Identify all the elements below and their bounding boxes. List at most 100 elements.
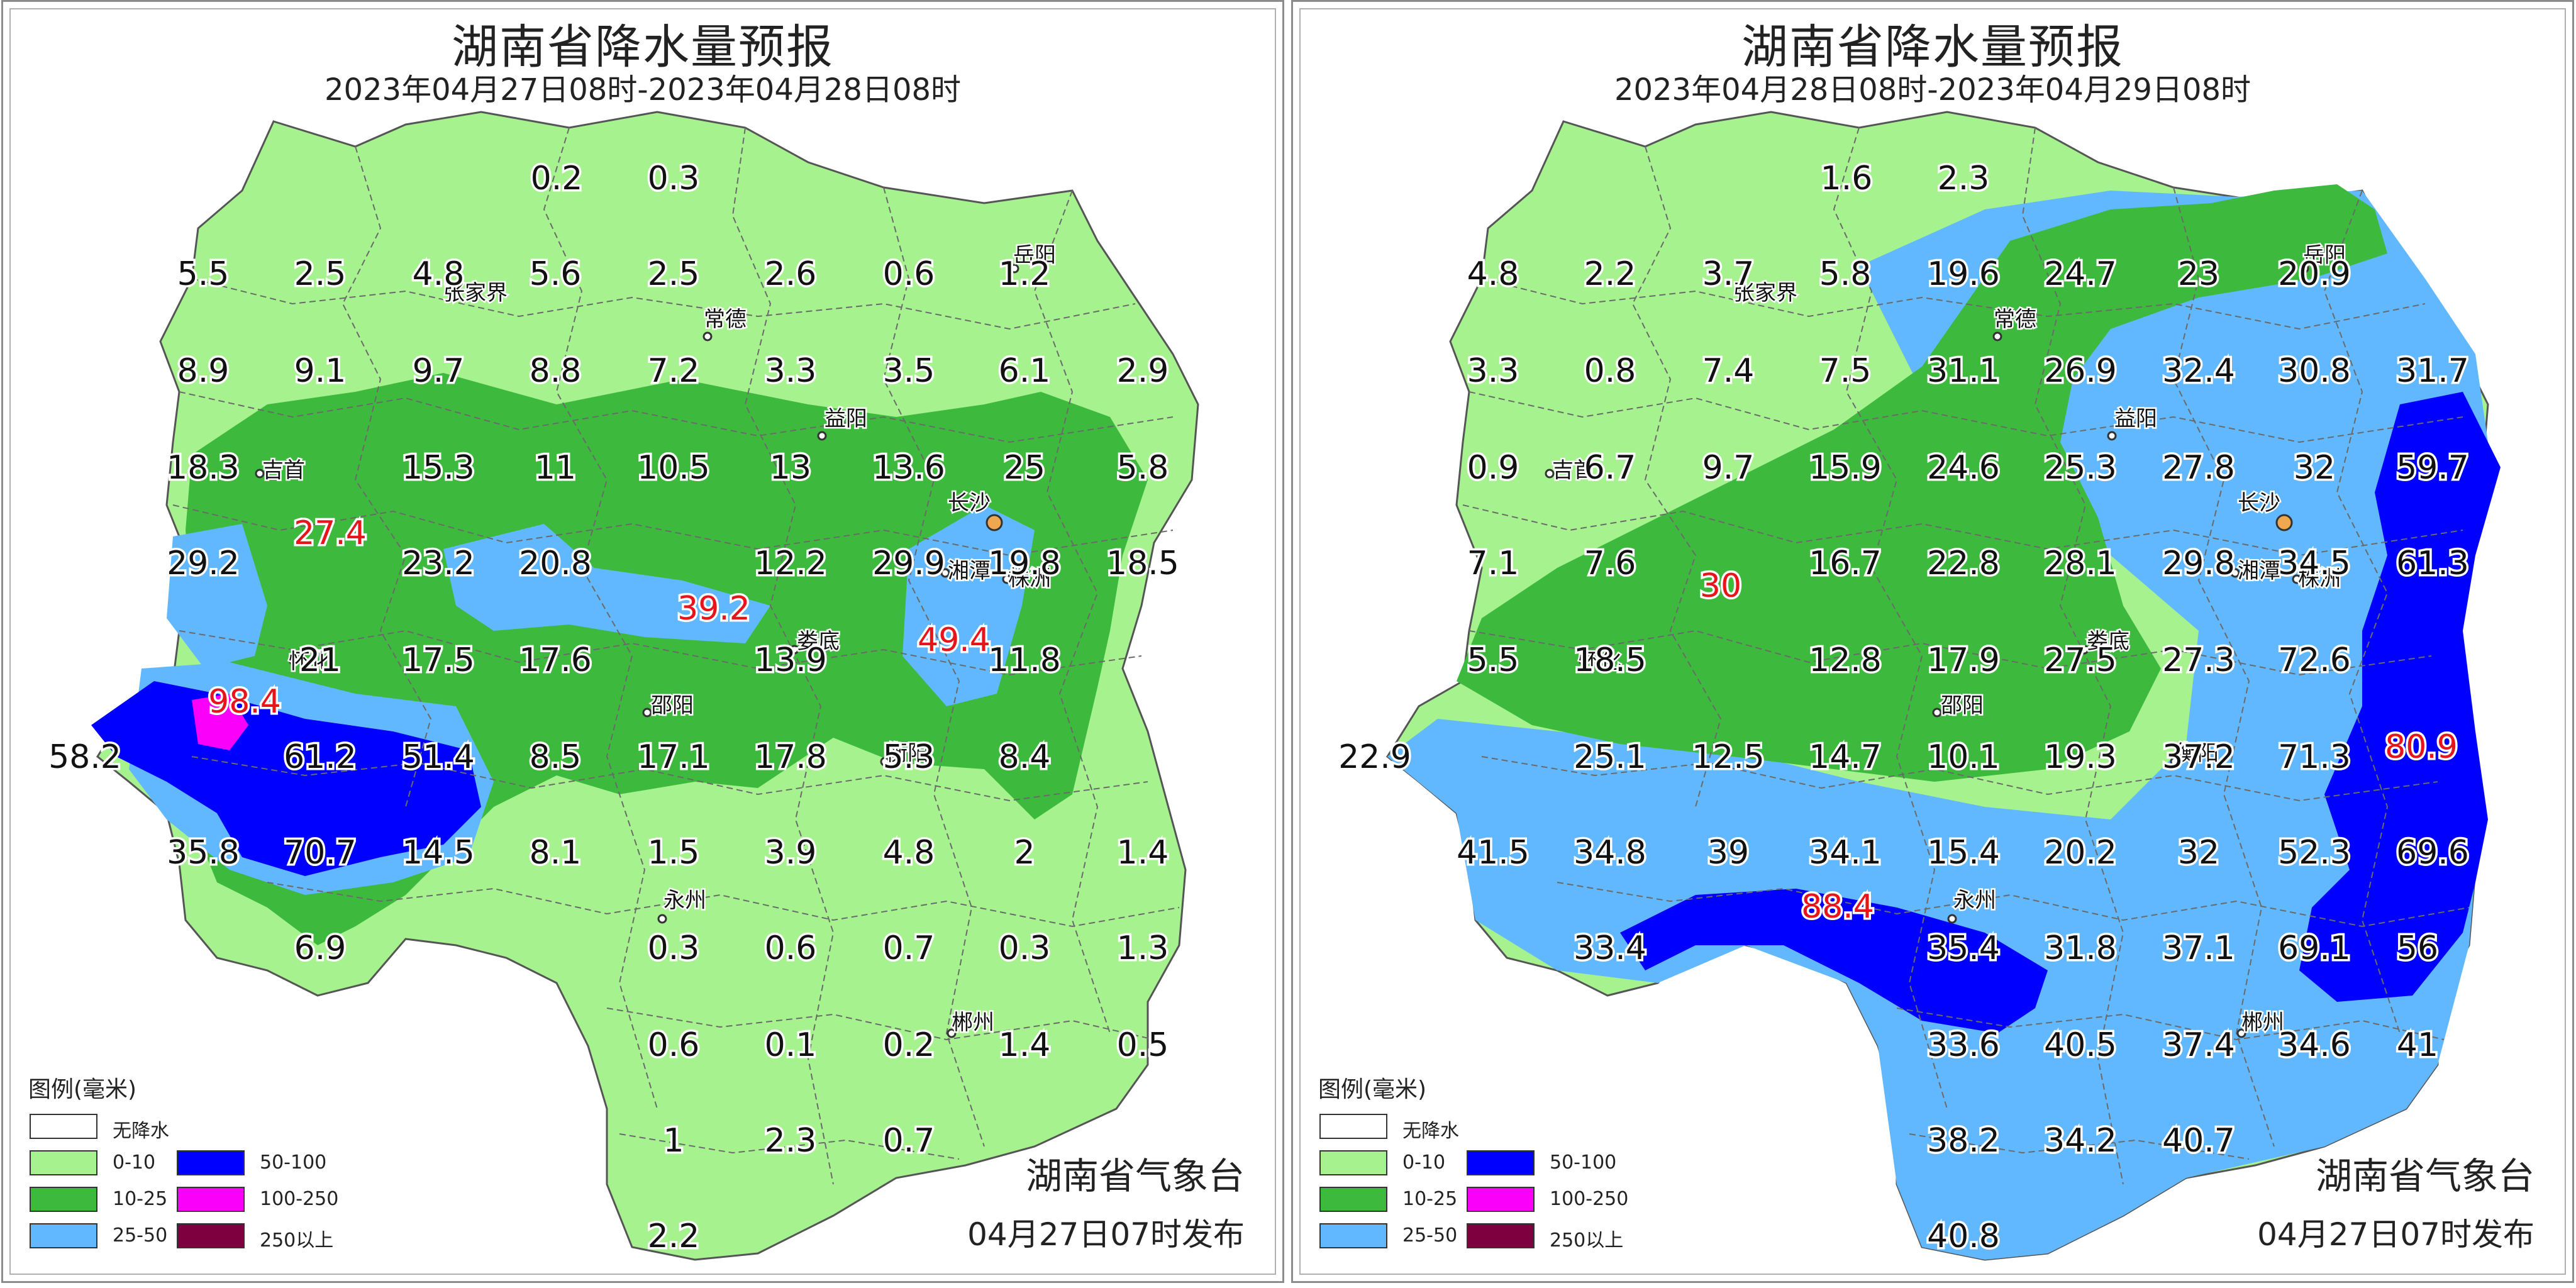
value-label: 5.5 bbox=[177, 255, 230, 293]
value-label: 72.6 bbox=[2278, 641, 2351, 679]
city-marker bbox=[2107, 431, 2117, 441]
value-label: 6.9 bbox=[294, 930, 347, 967]
value-label: 7.6 bbox=[1584, 545, 1636, 582]
legend-label: 10-25 bbox=[113, 1188, 168, 1210]
legend-swatch bbox=[30, 1114, 97, 1139]
value-label: 2.5 bbox=[294, 255, 347, 293]
value-label: 0.7 bbox=[883, 1122, 935, 1160]
value-label: 9.1 bbox=[294, 352, 347, 390]
value-label: 4.8 bbox=[1467, 255, 1519, 293]
city-label: 常德 bbox=[1994, 307, 2036, 332]
value-label: 22.8 bbox=[1927, 545, 2000, 582]
value-label: 13 bbox=[770, 449, 811, 487]
city-label: 衡阳 bbox=[2176, 741, 2219, 766]
city-label: 娄底 bbox=[2087, 629, 2129, 654]
city-label: 益阳 bbox=[2114, 406, 2157, 431]
city-label: 郴州 bbox=[2241, 1010, 2284, 1035]
value-label: 40.8 bbox=[1927, 1218, 2000, 1255]
value-label: 5.5 bbox=[1467, 641, 1519, 679]
value-label: 5.8 bbox=[1819, 255, 1872, 293]
value-label: 2 bbox=[1014, 834, 1035, 872]
city-marker bbox=[642, 708, 652, 718]
value-label: 12.2 bbox=[754, 545, 827, 582]
value-label: 0.3 bbox=[648, 930, 700, 967]
legend-label: 0-10 bbox=[113, 1152, 156, 1174]
value-label: 0.6 bbox=[883, 255, 935, 293]
city-marker bbox=[1947, 914, 1957, 924]
value-label: 4.8 bbox=[413, 255, 465, 293]
city-label: 衡阳 bbox=[886, 741, 929, 766]
value-label: 0.5 bbox=[1117, 1026, 1169, 1064]
city-label: 吉首 bbox=[1552, 458, 1595, 483]
city-marker bbox=[657, 914, 667, 924]
city-label: 长沙 bbox=[948, 491, 991, 516]
value-label: 0.8 bbox=[1584, 352, 1636, 390]
value-label: 25.3 bbox=[2044, 449, 2117, 487]
legend-label: 250以上 bbox=[1550, 1230, 1624, 1252]
legend-swatch bbox=[30, 1223, 97, 1248]
value-label: 9.7 bbox=[413, 352, 465, 390]
issue-time: 04月27日07时发布 bbox=[967, 1216, 1245, 1253]
value-label: 1.3 bbox=[1117, 930, 1169, 967]
value-label: 14.5 bbox=[402, 834, 475, 872]
city-label: 郴州 bbox=[952, 1010, 994, 1035]
value-label: 32 bbox=[2294, 449, 2335, 487]
value-label: 2.5 bbox=[648, 255, 700, 293]
value-label: 24.7 bbox=[2044, 255, 2117, 293]
value-label: 0.1 bbox=[765, 1026, 817, 1064]
legend-swatch bbox=[177, 1150, 245, 1175]
value-label: 59.7 bbox=[2396, 449, 2469, 487]
value-label: 0.9 bbox=[1467, 449, 1519, 487]
value-label: 5.6 bbox=[530, 255, 582, 293]
legend-label: 无降水 bbox=[113, 1120, 169, 1142]
value-label: 18.3 bbox=[167, 449, 240, 487]
value-label: 38.2 bbox=[1927, 1122, 2000, 1160]
county-boundaries bbox=[172, 127, 1180, 1185]
rain-band-25-50 bbox=[443, 524, 770, 643]
city-label: 湘潭 bbox=[2238, 558, 2280, 584]
legend: 图例(毫米) 无降水 0-10 10-25 25-50 50-100 100-2… bbox=[1318, 1071, 1696, 1260]
city-marker bbox=[2236, 1028, 2246, 1038]
value-label: 41.5 bbox=[1457, 834, 1530, 872]
value-label: 24.6 bbox=[1927, 449, 2000, 487]
city-label: 张家界 bbox=[443, 280, 508, 306]
city-label: 怀化 bbox=[1579, 649, 1621, 674]
city-marker bbox=[2079, 645, 2089, 655]
value-label: 37.1 bbox=[2162, 930, 2235, 967]
value-label: 69.1 bbox=[2278, 930, 2351, 967]
value-label: 23 bbox=[2178, 255, 2219, 293]
value-label: 0.3 bbox=[648, 160, 700, 197]
precipitation-map: 张家界 常德 益阳 岳阳 吉首 长沙 湘潭 株洲 怀化 娄底 邵阳 衡阳 永州 bbox=[1336, 111, 2501, 1261]
value-label: 20.8 bbox=[519, 545, 592, 582]
city-label: 常德 bbox=[704, 307, 747, 332]
value-label: 8.1 bbox=[530, 834, 582, 872]
map-period: 2023年04月28日08时-2023年04月29日08时 bbox=[1614, 72, 2251, 108]
value-label: 27.8 bbox=[2162, 449, 2235, 487]
issuer-name: 湖南省气象台 bbox=[1025, 1155, 1245, 1197]
city-label: 岳阳 bbox=[1013, 243, 1056, 268]
legend-label: 无降水 bbox=[1402, 1120, 1459, 1142]
city-marker bbox=[702, 331, 713, 341]
value-label: 2.3 bbox=[765, 1122, 817, 1160]
precipitation-values: 1.6 2.3 4.8 2.2 3.7 5.8 19.6 24.7 23 20.… bbox=[1336, 158, 2472, 1258]
city-labels: 张家界 常德 益阳 岳阳 吉首 长沙 湘潭 株洲 怀化 娄底 邵阳 衡阳 永州 bbox=[1545, 242, 2348, 1038]
value-label: 3.9 bbox=[765, 834, 817, 872]
value-label: 21 bbox=[299, 641, 341, 679]
city-label: 永州 bbox=[663, 888, 706, 913]
value-label: 17.9 bbox=[1927, 641, 2000, 679]
value-label-highlight: 80.9 bbox=[2385, 728, 2458, 766]
city-marker bbox=[1932, 708, 1942, 718]
value-label: 19.6 bbox=[1927, 255, 2000, 293]
value-label: 28.1 bbox=[2044, 545, 2117, 582]
value-label: 19.3 bbox=[2044, 738, 2117, 776]
issuer-name: 湖南省气象台 bbox=[2315, 1155, 2534, 1197]
value-label: 6.1 bbox=[999, 352, 1051, 390]
value-label: 12.8 bbox=[1809, 641, 1882, 679]
city-marker bbox=[1009, 264, 1019, 274]
value-label: 40.5 bbox=[2044, 1026, 2117, 1064]
city-marker bbox=[1002, 574, 1012, 584]
city-marker bbox=[940, 568, 950, 578]
value-label: 41 bbox=[2397, 1026, 2438, 1064]
value-label-highlight: 49.4 bbox=[918, 621, 991, 659]
city-marker bbox=[1579, 656, 1589, 666]
